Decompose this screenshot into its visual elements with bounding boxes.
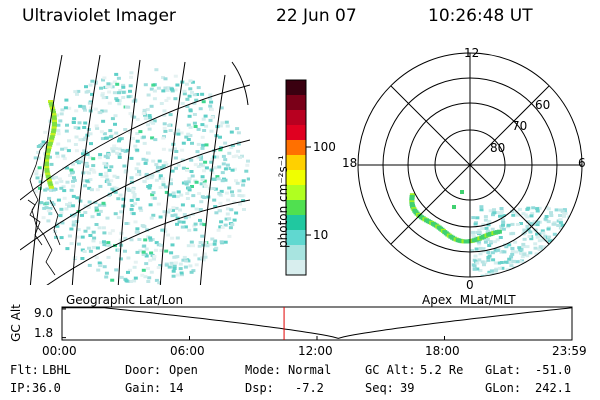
status-ip-value: 36.0 (32, 381, 61, 395)
status-seq-value: 39 (400, 381, 415, 395)
altitude-tick-low: 1.8 (34, 326, 54, 340)
status-mode-value: Normal (288, 363, 332, 377)
status-glat-key: GLat: (485, 363, 522, 377)
time-tick-0600: 06:00 (170, 344, 205, 358)
mlt-label-0: 0 (466, 278, 474, 292)
mlt-label-18: 18 (342, 156, 358, 170)
instrument-title: Ultraviolet Imager (22, 6, 176, 26)
status-filter-value: LBHL (42, 363, 71, 377)
mlt-label-12: 12 (464, 46, 480, 60)
coastline (27, 139, 61, 276)
altitude-plot (61, 306, 573, 341)
geographic-caption: Geographic Lat/Lon (66, 293, 184, 307)
status-glat-value: -51.0 (535, 363, 572, 377)
colorbar-tick-100: 100 (313, 140, 336, 154)
mlat-label-70: 70 (512, 119, 528, 133)
status-glon-key: GLon: (485, 381, 522, 395)
status-seq-key: Seq: (365, 381, 394, 395)
altitude-axis-label: GC Alt (9, 304, 23, 342)
status-gain-value: 14 (169, 381, 184, 395)
altitude-tick-high: 9.0 (34, 306, 54, 320)
lat-lon-grid (20, 55, 250, 285)
earth-disk-emission (33, 68, 250, 285)
status-glon-value: 242.1 (535, 381, 572, 395)
time-tick-2359: 23:59 (552, 344, 587, 358)
image-date: 22 Jun 07 (276, 6, 357, 26)
auroral-oval-emission (409, 190, 577, 277)
colorbar-unit-label: photon cm⁻²s⁻¹ (276, 155, 290, 248)
status-dsp-key: Dsp: (245, 381, 274, 395)
status-door-value: Open (169, 363, 198, 377)
time-tick-1200: 12:00 (298, 344, 333, 358)
image-time: 10:26:48 UT (428, 6, 533, 26)
status-door-key: Door: (125, 363, 162, 377)
colorbar-tick-10: 10 (313, 228, 329, 242)
mlt-label-6: 6 (578, 156, 586, 170)
status-filter-key: Flt: (10, 363, 39, 377)
mlat-label-60: 60 (535, 98, 551, 112)
polar-caption: Apex MLat/MLT (422, 293, 516, 307)
mlat-label-80: 80 (490, 141, 506, 155)
status-ip-key: IP: (10, 381, 32, 395)
geographic-image (20, 55, 250, 285)
time-tick-1800: 18:00 (425, 344, 460, 358)
status-gain-key: Gain: (125, 381, 162, 395)
polar-mlat-mlt-plot (357, 52, 583, 278)
time-tick-0000: 00:00 (42, 344, 77, 358)
status-gcalt-value: 5.2 Re (420, 363, 464, 377)
status-dsp-value: -7.2 (295, 381, 324, 395)
status-mode-key: Mode: (245, 363, 282, 377)
color-bar (285, 79, 311, 276)
status-gcalt-key: GC Alt: (365, 363, 416, 377)
